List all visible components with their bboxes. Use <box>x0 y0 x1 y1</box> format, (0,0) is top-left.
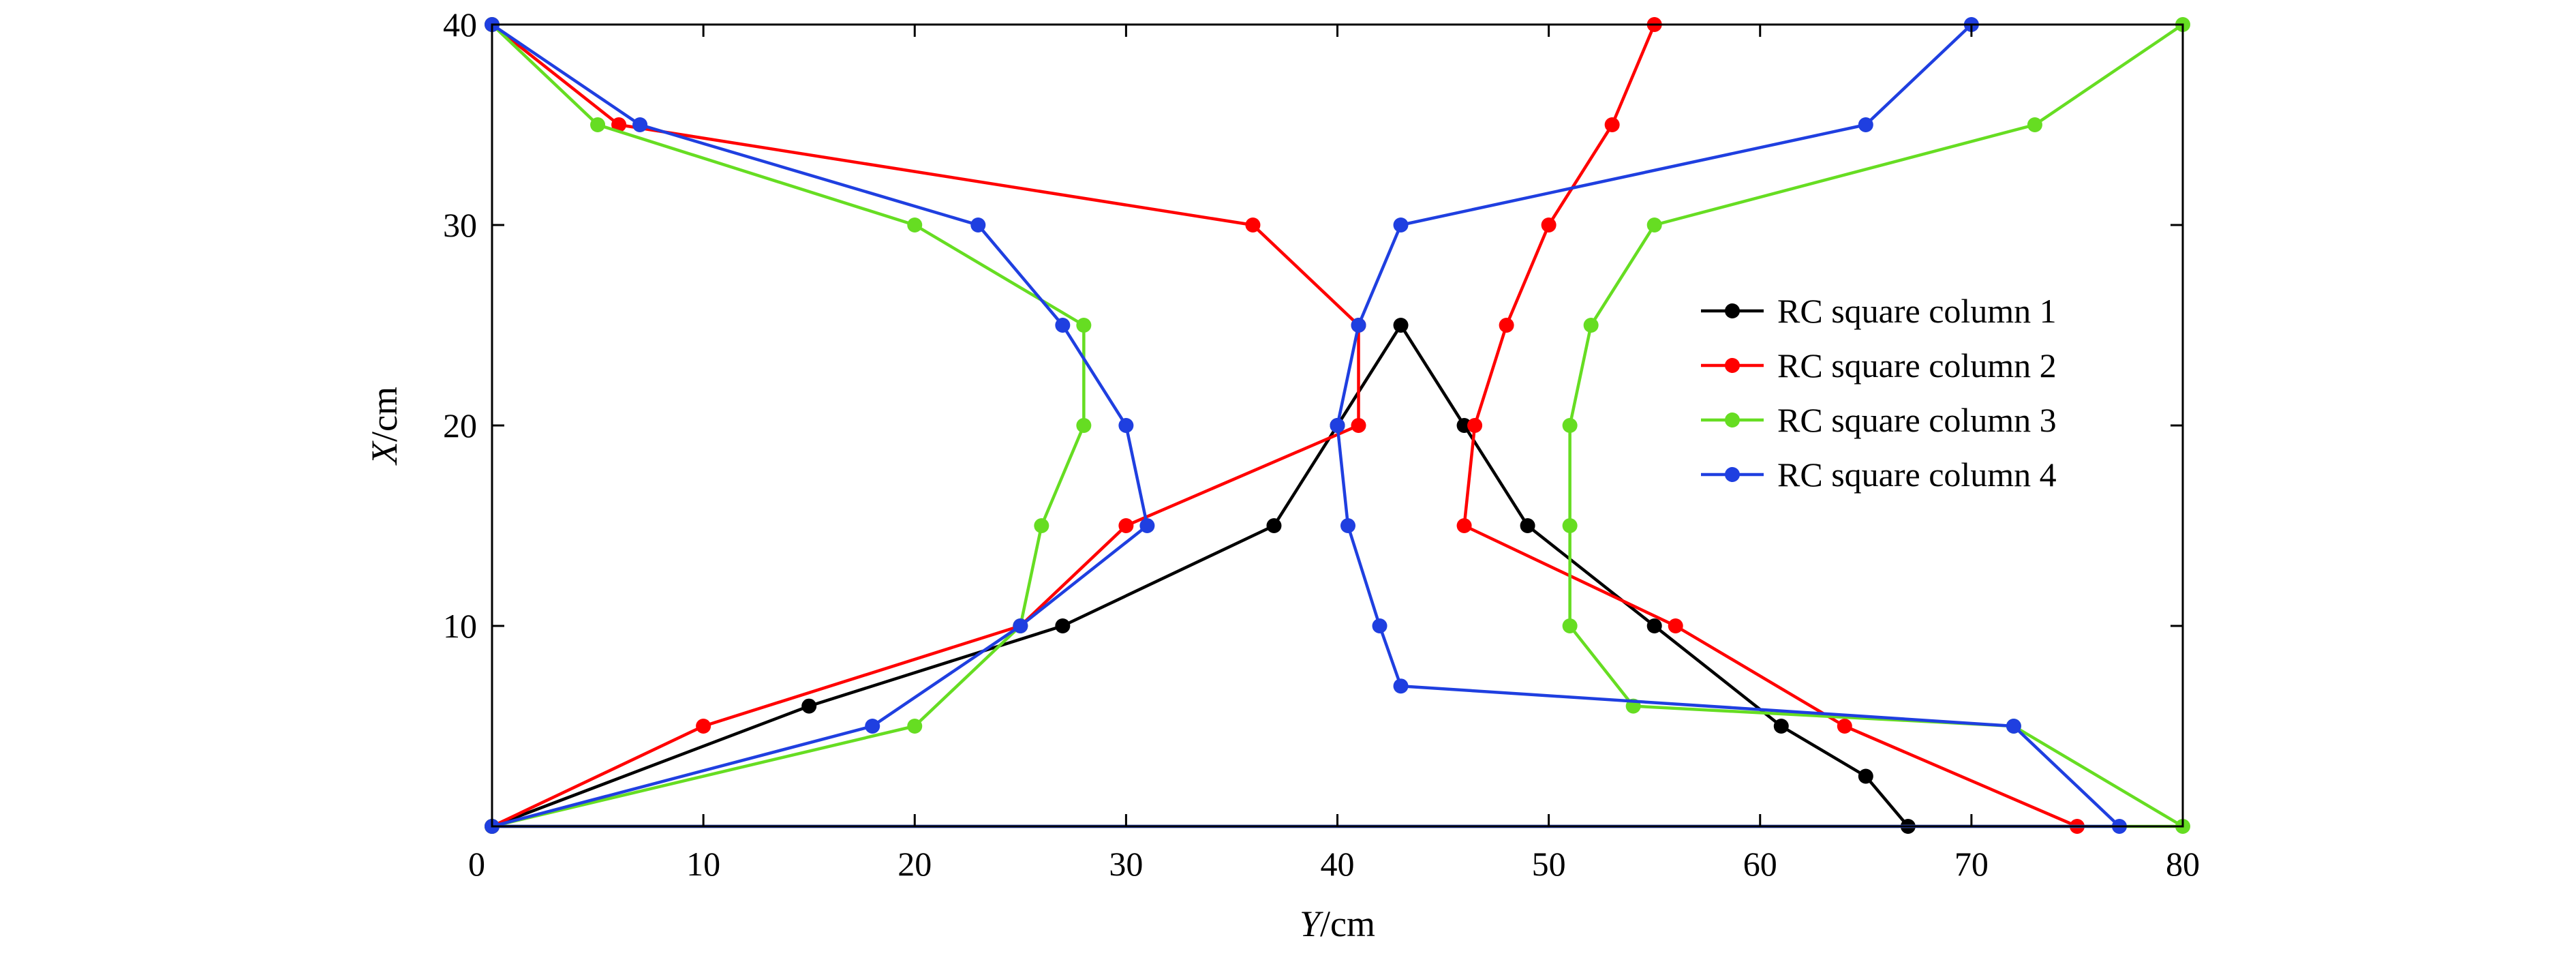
data-point <box>1773 719 1789 734</box>
data-point <box>1858 117 1873 132</box>
data-point <box>801 698 817 714</box>
data-point <box>1467 418 1483 433</box>
x-axis-label-var: Y <box>1300 903 1323 944</box>
x-tick-label: 0 <box>468 845 485 883</box>
legend-label: RC square column 3 <box>1777 401 2057 439</box>
data-point <box>1646 618 1662 633</box>
y-axis-label-var: X <box>364 440 405 466</box>
x-tick-label: 10 <box>686 845 720 883</box>
data-point <box>970 217 986 232</box>
data-point <box>1562 618 1578 633</box>
data-point <box>907 217 923 232</box>
x-tick-label: 60 <box>1743 845 1777 883</box>
data-point <box>1340 518 1356 533</box>
data-point <box>1372 618 1387 633</box>
x-tick-label: 20 <box>898 845 932 883</box>
series-line <box>491 323 1910 828</box>
data-point <box>1076 318 1092 333</box>
x-tick-label: 80 <box>2166 845 2200 883</box>
data-point <box>1266 518 1282 533</box>
y-tick-label: 10 <box>443 607 477 645</box>
data-point <box>1646 217 1662 232</box>
x-tick-label: 70 <box>1954 845 1989 883</box>
data-point <box>1499 318 1514 333</box>
data-point <box>1520 518 1535 533</box>
data-point <box>1055 618 1071 633</box>
data-point <box>1858 768 1873 784</box>
data-point <box>1076 418 1092 433</box>
data-point <box>1118 518 1134 533</box>
data-point <box>1351 418 1366 433</box>
data-point <box>1668 618 1683 633</box>
data-point <box>907 719 923 734</box>
legend-marker <box>1725 412 1740 427</box>
legend-label: RC square column 4 <box>1777 455 2057 494</box>
x-tick-label: 50 <box>1532 845 1566 883</box>
data-point <box>1604 117 1620 132</box>
data-point <box>632 117 648 132</box>
y-axis-label: X/cm <box>364 387 405 466</box>
data-point <box>696 719 711 734</box>
data-point <box>1055 318 1071 333</box>
y-tick-label: 40 <box>443 5 477 44</box>
data-point <box>1330 418 1345 433</box>
y-tick-label: 20 <box>443 406 477 445</box>
legend: RC square column 1 RC square column 2 RC s… <box>1701 292 2057 494</box>
legend-item: RC square column 4 <box>1701 455 2057 494</box>
x-axis-label: Y/cm <box>1300 903 1375 944</box>
data-point <box>611 117 627 132</box>
data-point <box>1456 518 1472 533</box>
legend-label: RC square column 1 <box>1777 292 2057 330</box>
data-point <box>1541 217 1557 232</box>
y-tick-label: 30 <box>443 206 477 244</box>
data-point <box>1562 418 1578 433</box>
data-point <box>1393 678 1409 694</box>
data-point <box>1013 618 1028 633</box>
data-point <box>1245 217 1261 232</box>
data-point <box>1351 318 1366 333</box>
data-point <box>1139 518 1155 533</box>
x-tick-label: 30 <box>1109 845 1143 883</box>
legend-item: RC square column 1 <box>1701 292 2057 330</box>
data-point <box>1118 418 1134 433</box>
data-point <box>1034 518 1049 533</box>
data-point <box>2027 117 2042 132</box>
data-point <box>1837 719 1852 734</box>
legend-marker <box>1725 303 1740 318</box>
legend-marker <box>1725 358 1740 373</box>
series-1 <box>485 318 1916 834</box>
data-point <box>1393 318 1409 333</box>
data-point <box>2006 719 2021 734</box>
data-point <box>1393 217 1409 232</box>
data-point <box>590 117 606 132</box>
data-point <box>865 719 880 734</box>
x-tick-label: 40 <box>1321 845 1355 883</box>
legend-marker <box>1725 467 1740 482</box>
data-point <box>1583 318 1599 333</box>
legend-label: RC square column 2 <box>1777 346 2057 385</box>
legend-item: RC square column 2 <box>1701 346 2057 385</box>
data-point <box>1562 518 1578 533</box>
axes: 0 10 20 30 40 50 60 70 80 10 20 30 40 <box>443 5 2200 883</box>
y-axis-label-unit: /cm <box>364 387 405 442</box>
x-axis-label-unit: /cm <box>1320 903 1375 944</box>
data-point <box>1456 418 1472 433</box>
legend-item: RC square column 3 <box>1701 401 2057 439</box>
